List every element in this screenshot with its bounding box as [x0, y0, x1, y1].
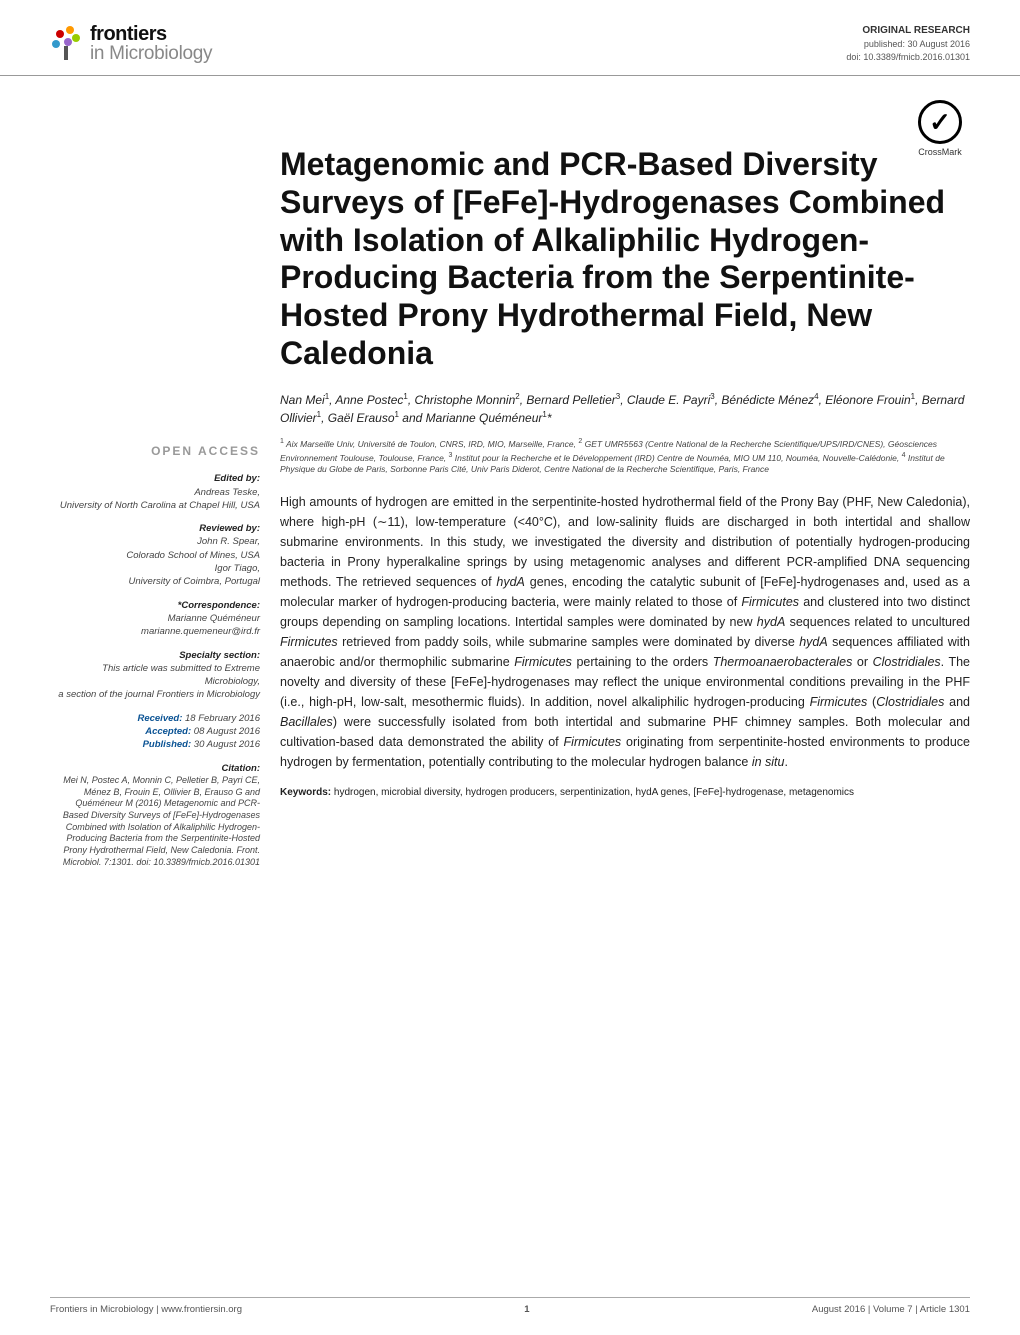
received-date: 18 February 2016 [185, 713, 260, 724]
open-access-label: OPEN ACCESS [50, 443, 260, 460]
crossmark-label: CrossMark [918, 147, 962, 157]
citation-body: Mei N, Postec A, Monnin C, Pelletier B, … [50, 775, 260, 869]
logo-secondary: in Microbiology [90, 44, 212, 63]
reviewed-by-heading: Reviewed by: [50, 522, 260, 535]
accepted-date: 08 August 2016 [194, 726, 260, 737]
journal-logo: frontiers in Microbiology [50, 24, 212, 63]
authors-list: Nan Mei1, Anne Postec1, Christophe Monni… [280, 391, 970, 428]
affiliations: 1 Aix Marseille Univ, Université de Toul… [280, 437, 970, 475]
header-meta: ORIGINAL RESEARCH published: 30 August 2… [846, 24, 970, 63]
correspondence-body: Marianne Quéméneurmarianne.quemeneur@ird… [50, 612, 260, 639]
specialty-heading: Specialty section: [50, 649, 260, 662]
edited-by-heading: Edited by: [50, 472, 260, 485]
accepted-label: Accepted: [145, 726, 191, 737]
page-number: 1 [524, 1304, 529, 1315]
sidebar: OPEN ACCESS Edited by: Andreas Teske,Uni… [50, 437, 260, 878]
received-label: Received: [137, 713, 182, 724]
doi-line[interactable]: doi: 10.3389/fmicb.2016.01301 [846, 51, 970, 64]
abstract: High amounts of hydrogen are emitted in … [280, 492, 970, 772]
citation-heading: Citation: [50, 762, 260, 775]
crossmark-icon: ✓ [918, 100, 962, 144]
published-date: 30 August 2016 [194, 739, 260, 750]
frontiers-tree-icon [50, 24, 84, 62]
keywords-label: Keywords: [280, 787, 331, 798]
logo-primary: frontiers [90, 24, 212, 44]
correspondence-heading: *Correspondence: [50, 599, 260, 612]
crossmark-badge[interactable]: ✓ CrossMark [918, 100, 962, 157]
research-type: ORIGINAL RESEARCH [846, 24, 970, 38]
keywords-body: hydrogen, microbial diversity, hydrogen … [334, 787, 854, 798]
footer-left[interactable]: Frontiers in Microbiology | www.frontier… [50, 1304, 242, 1315]
header-bar: frontiers in Microbiology ORIGINAL RESEA… [0, 0, 1020, 76]
main-column: 1 Aix Marseille Univ, Université de Toul… [280, 437, 970, 878]
specialty-body: This article was submitted to Extreme Mi… [50, 662, 260, 702]
title-block: Metagenomic and PCR-Based Diversity Surv… [280, 146, 970, 373]
dates-block: Received: 18 February 2016 Accepted: 08 … [50, 712, 260, 752]
footer-bar: Frontiers in Microbiology | www.frontier… [50, 1297, 970, 1315]
article-title: Metagenomic and PCR-Based Diversity Surv… [280, 146, 970, 373]
published-label: Published: [143, 739, 192, 750]
footer-right: August 2016 | Volume 7 | Article 1301 [812, 1304, 970, 1315]
edited-by-body: Andreas Teske,University of North Caroli… [50, 486, 260, 513]
publication-date: published: 30 August 2016 [846, 38, 970, 51]
reviewed-by-body: John R. Spear,Colorado School of Mines, … [50, 535, 260, 588]
keywords: Keywords: hydrogen, microbial diversity,… [280, 786, 970, 800]
